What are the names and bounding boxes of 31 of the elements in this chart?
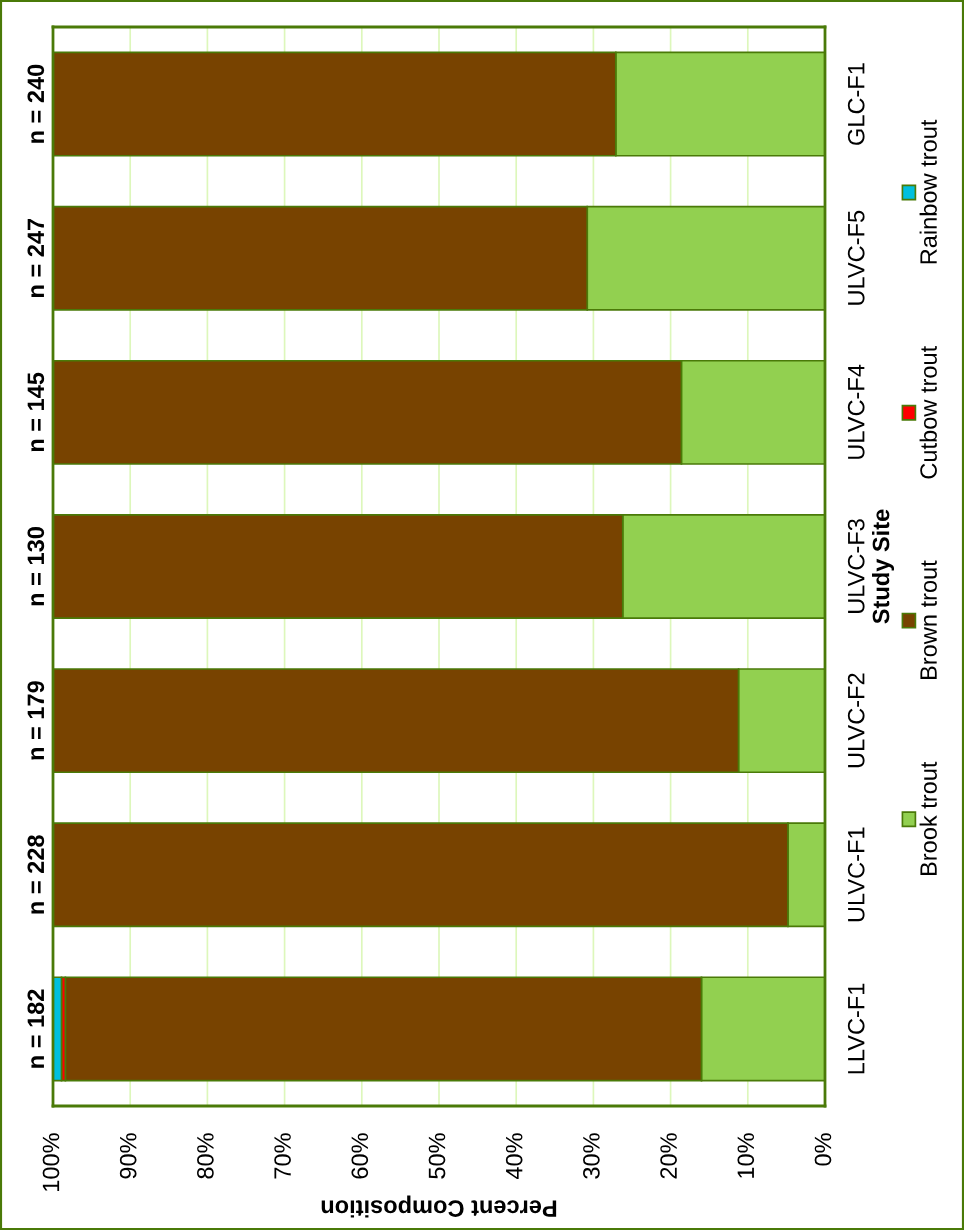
y-tick-label: ULVC-F3 bbox=[847, 519, 865, 613]
x-tick-label: 70% bbox=[274, 1133, 291, 1179]
y-tick-label: ULVC-F1 bbox=[847, 827, 865, 922]
x-tick-label: 90% bbox=[119, 1133, 137, 1179]
text: n = 240 bbox=[27, 64, 45, 143]
legend-label: Cutbow trout bbox=[919, 346, 937, 479]
x-tick-label: 60% bbox=[351, 1133, 369, 1179]
x-axis-title: Percent Composition bbox=[321, 1195, 557, 1218]
x-tick-label: 0% bbox=[814, 1133, 832, 1166]
x-tick-label: 50% bbox=[428, 1133, 446, 1179]
y-tick-label: ULVC-F5 bbox=[847, 210, 865, 305]
text: n = 145 bbox=[27, 372, 45, 452]
x-tick-label: 80% bbox=[197, 1133, 214, 1179]
y-axis-title: Study Site bbox=[872, 509, 895, 624]
text: n = 130 bbox=[27, 527, 45, 606]
text: n = 247 bbox=[27, 218, 44, 298]
x-tick-label: 100% bbox=[42, 1133, 60, 1191]
y-tick-label: ULVC-F4 bbox=[847, 364, 865, 459]
text: n = 179 bbox=[27, 681, 45, 760]
legend-label: Brown trout bbox=[920, 560, 937, 680]
x-tick-label: 20% bbox=[660, 1133, 677, 1179]
legend-label: Rainbow trout bbox=[919, 119, 937, 264]
x-tick-label: 40% bbox=[505, 1133, 523, 1180]
y-tick-label: GLC-F1 bbox=[847, 63, 865, 145]
text: n = 182 bbox=[27, 989, 45, 1068]
x-tick-label: 30% bbox=[583, 1133, 600, 1179]
legend-label: Brook trout bbox=[919, 761, 937, 876]
x-tick-label: 10% bbox=[737, 1133, 755, 1178]
y-tick-label: LLVC-F1 bbox=[847, 983, 865, 1074]
y-tick-label: ULVC-F2 bbox=[847, 673, 865, 768]
text: n = 228 bbox=[27, 835, 45, 914]
